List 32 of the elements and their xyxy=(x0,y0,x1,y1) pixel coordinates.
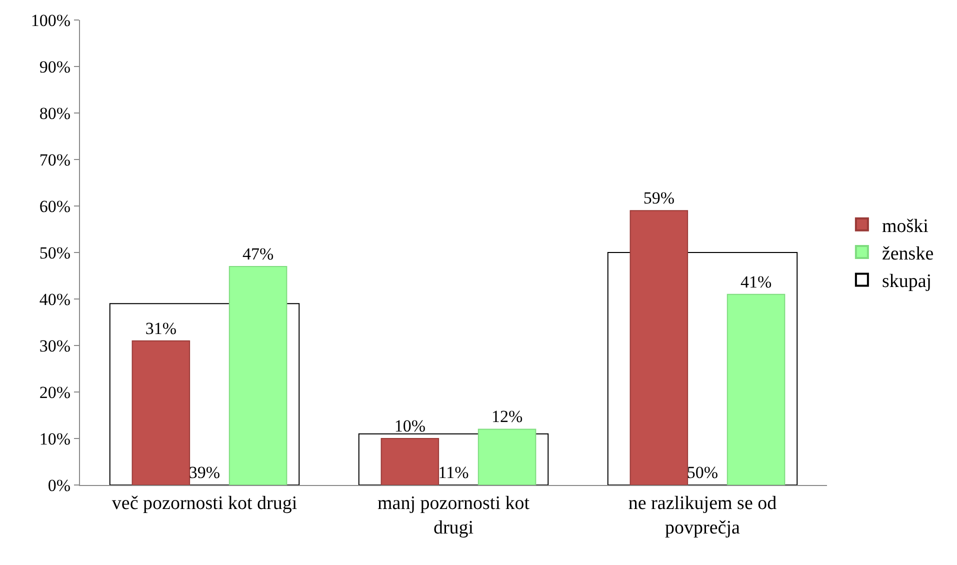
bar xyxy=(132,340,190,485)
y-tick-label: 20% xyxy=(39,382,71,402)
y-tick-label: 50% xyxy=(39,243,71,262)
y-tick-label: 10% xyxy=(39,429,71,448)
data-label: 59% xyxy=(643,188,675,208)
y-tick-label: 60% xyxy=(39,196,71,216)
data-label: 31% xyxy=(145,318,177,338)
bar xyxy=(478,428,536,485)
y-tick-label: 80% xyxy=(39,104,71,123)
data-label: 47% xyxy=(242,244,274,264)
legend-label: skupaj xyxy=(882,271,932,292)
bar xyxy=(726,294,786,485)
data-label: 12% xyxy=(491,407,523,426)
bar xyxy=(630,210,688,485)
y-tick-label: 100% xyxy=(30,10,71,30)
bar xyxy=(380,438,440,485)
legend-label: ženske xyxy=(882,243,934,264)
data-label: 50% xyxy=(686,463,718,482)
x-tick-label: več pozornosti kot drugi xyxy=(112,492,298,514)
x-tick-label: ne razlikujem se od povprečja xyxy=(628,492,778,538)
y-tick-label: 40% xyxy=(39,290,71,309)
y-tick-label: 30% xyxy=(39,336,71,356)
data-label: 10% xyxy=(394,416,426,436)
data-label: 39% xyxy=(188,463,220,482)
y-tick-label: 90% xyxy=(39,57,71,76)
y-tick-label: 0% xyxy=(48,476,71,495)
data-label: 11% xyxy=(438,463,469,482)
y-tick-label: 70% xyxy=(39,150,71,170)
data-label: 41% xyxy=(740,272,772,292)
legend-label: moški xyxy=(882,216,928,237)
bar xyxy=(228,266,288,485)
x-tick-label: manj pozornosti kot drugi xyxy=(378,492,530,538)
